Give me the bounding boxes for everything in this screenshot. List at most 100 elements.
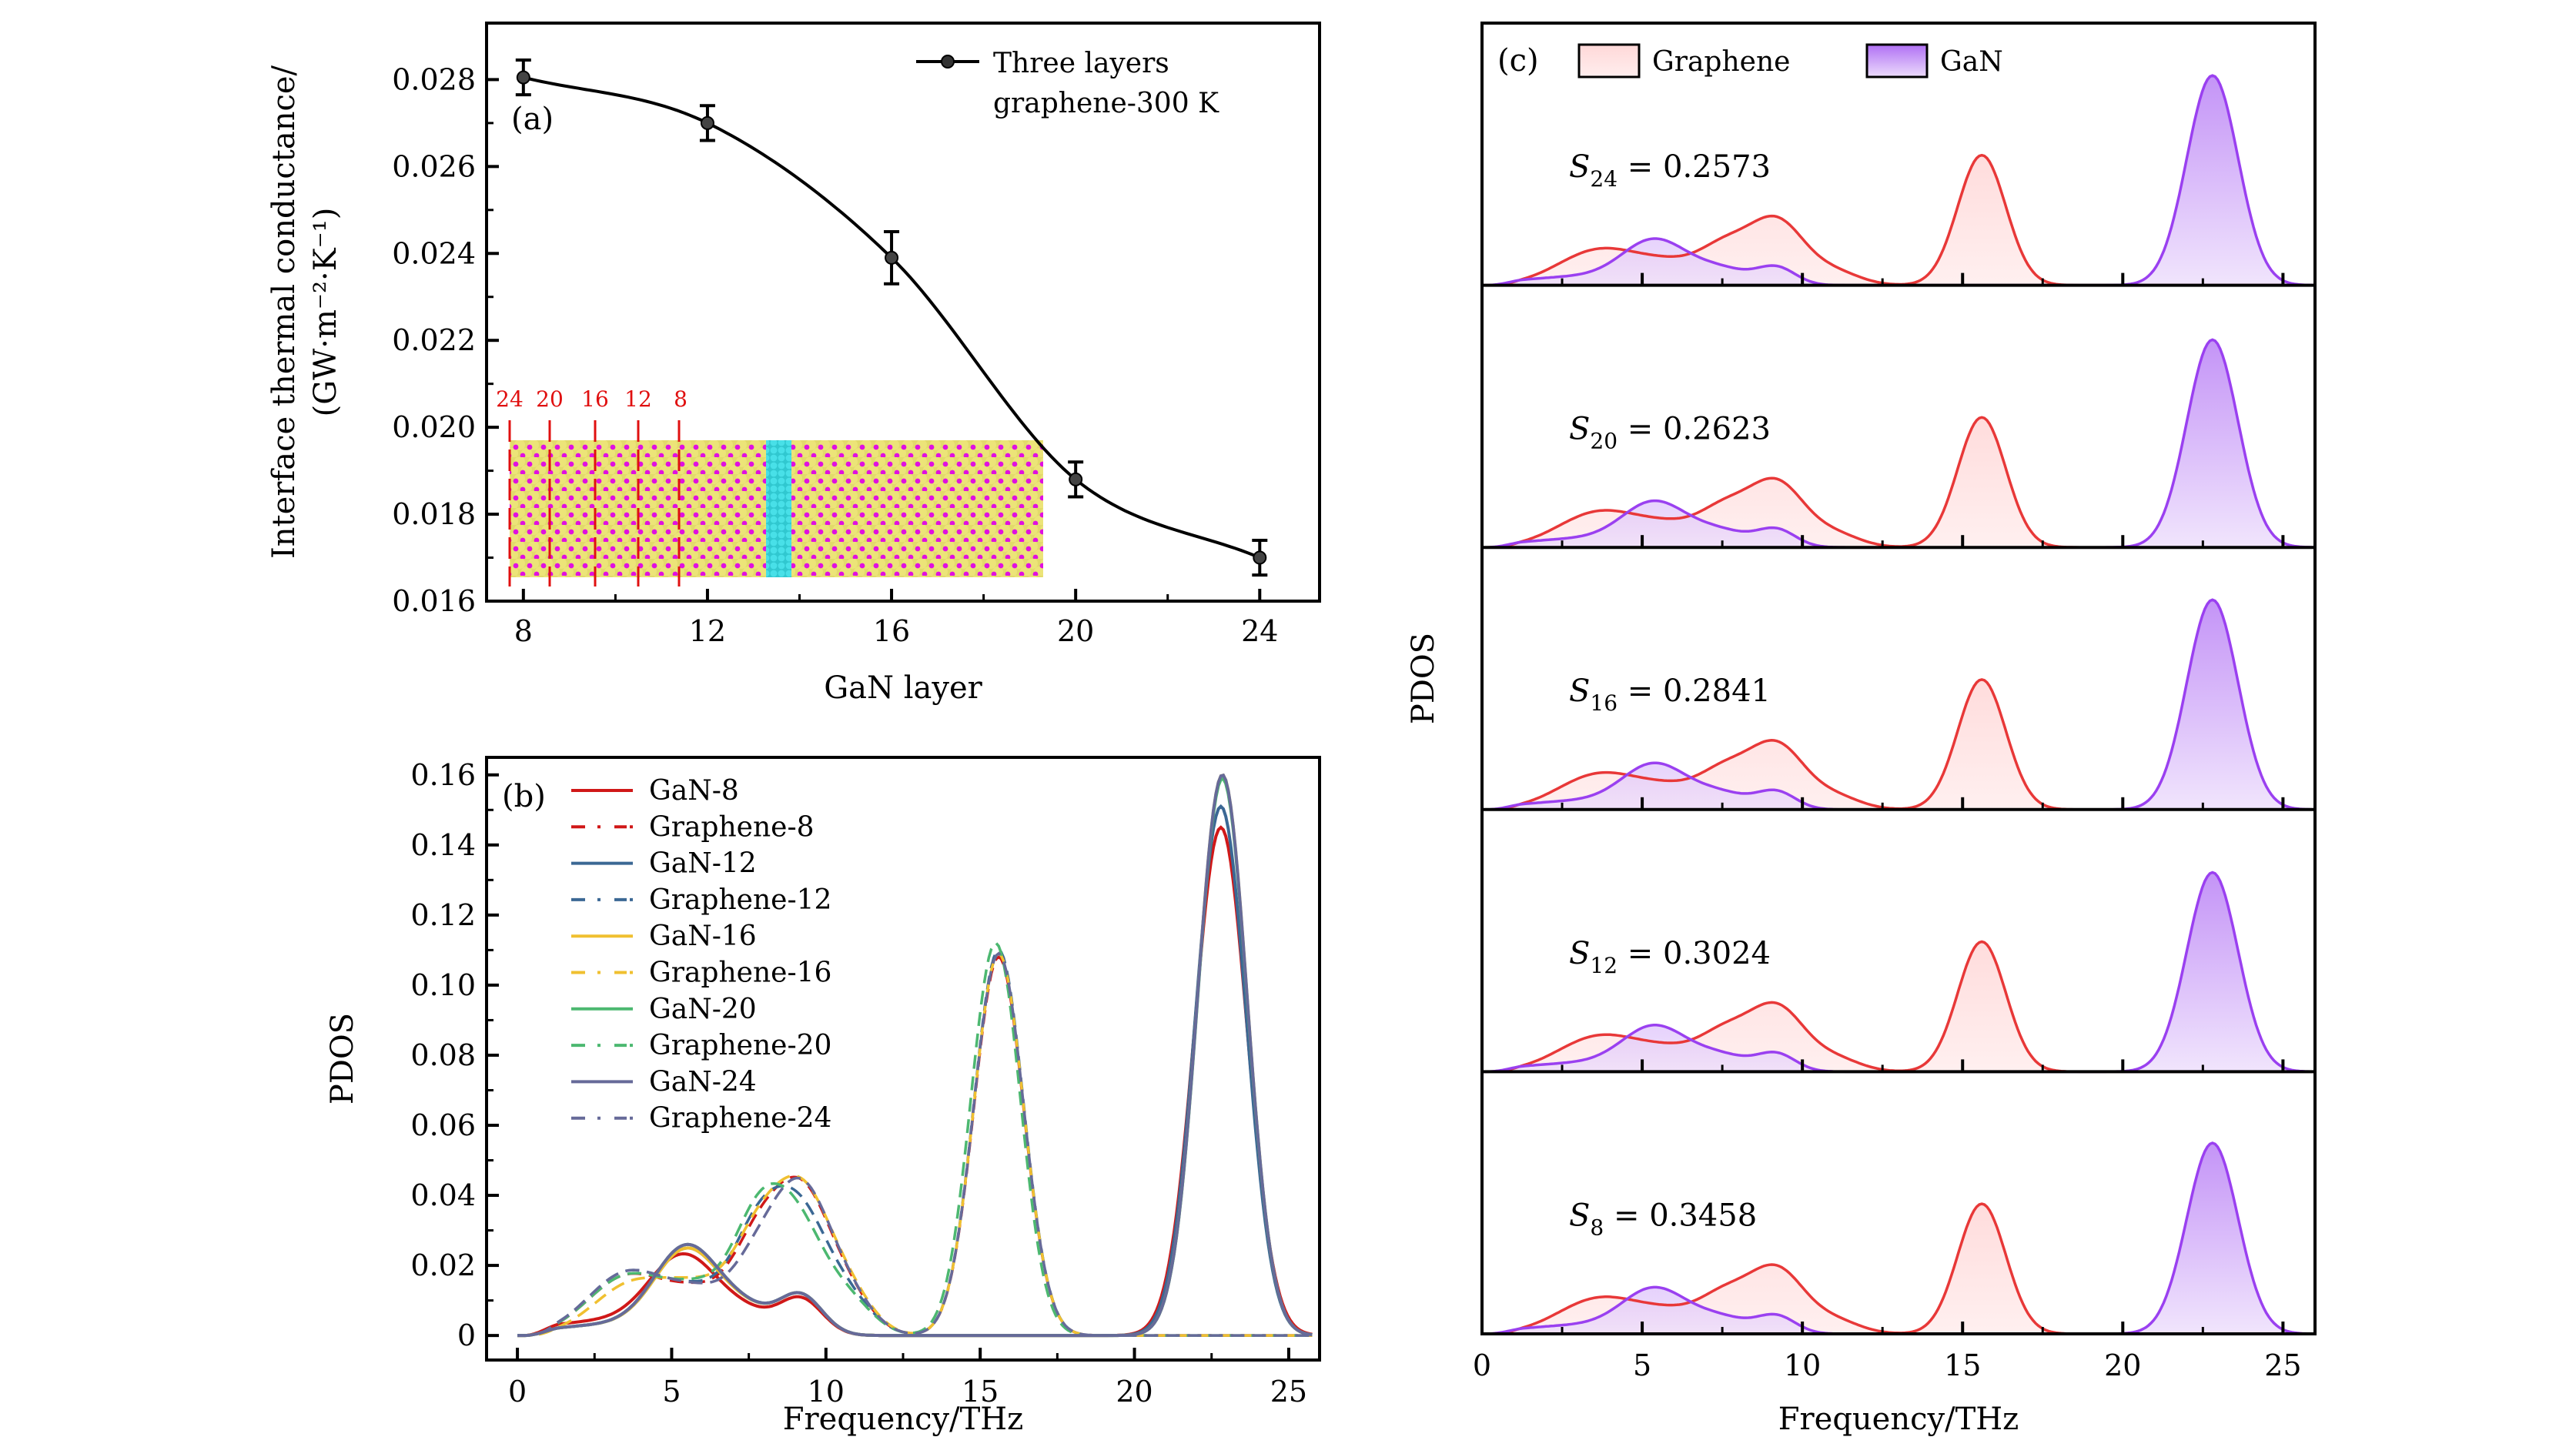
graphene-pdos-area: [1482, 941, 2315, 1072]
overlap-symbol: S: [1569, 1198, 1590, 1233]
y-tick-label: 0: [457, 1318, 476, 1352]
overlap-subscript: 20: [1590, 429, 1618, 454]
panel-b-legend: GaN-8 Graphene-8 GaN-12 Graphene-12 GaN-16 Gr…: [571, 775, 831, 1135]
panel-c-x-axis: 0 5 10 15 20 25: [1473, 1348, 2302, 1382]
overlap-subscript: 24: [1590, 166, 1618, 192]
x-tick-label: 0: [508, 1375, 527, 1409]
legend-swatch-gan: [1865, 43, 1929, 79]
atomic-structure-inset: 24 20 16 12 8: [496, 386, 1043, 586]
legend-label: GaN-12: [649, 848, 757, 880]
legend-label-gan: GaN: [1940, 46, 2003, 78]
y-tick-label: 0.02: [410, 1248, 476, 1282]
panel-b: 0 0.02 0.04 0.06 0.08 0.10 0.12 0.14 0.16 0 5 10 15 2…: [325, 756, 1321, 1437]
subplot-20: S20 = 0.2623: [1480, 338, 2315, 550]
x-tick-label: 20: [2104, 1348, 2141, 1382]
gan-pdos-area: [1482, 1143, 2315, 1334]
overlap-value: 0.3458: [1649, 1198, 1757, 1233]
panel-a-y-axis-title-line2: (GW·m⁻²·K⁻¹): [308, 208, 343, 417]
overlap-label: S20 = 0.2623: [1569, 412, 1771, 454]
gan-pdos-area: [1482, 339, 2315, 548]
overlap-label: S12 = 0.3024: [1569, 936, 1771, 978]
panel-b-x-axis-title: Frequency/THz: [783, 1402, 1023, 1437]
x-tick-label: 5: [1633, 1348, 1651, 1382]
x-tick-label: 24: [1241, 614, 1278, 648]
data-point: [516, 70, 530, 85]
gan-pdos-area: [1482, 75, 2315, 286]
gan-slab-right: [791, 440, 1043, 577]
y-tick-label: 0.14: [410, 828, 476, 862]
graphene-layers: [766, 440, 791, 577]
graphene-pdos-area: [1482, 155, 2315, 286]
legend-label: Graphene-8: [649, 811, 815, 843]
panel-c-x-axis-title: Frequency/THz: [1778, 1402, 2019, 1437]
x-tick-label: 20: [1116, 1375, 1153, 1409]
panel-c-label: (c): [1497, 43, 1539, 79]
overlap-label: S16 = 0.2841: [1569, 673, 1771, 716]
panel-b-series: [517, 773, 1313, 1338]
x-tick-label: 15: [1944, 1348, 1981, 1382]
x-tick-label: 10: [808, 1375, 845, 1409]
legend-label-line1: Three layers: [993, 48, 1169, 79]
layer-cut-label: 12: [624, 386, 652, 412]
panel-b-axes: 0 0.02 0.04 0.06 0.08 0.10 0.12 0.14 0.16 0 5 10 15 2…: [410, 758, 1307, 1409]
overlap-symbol: S: [1569, 936, 1590, 971]
overlap-equals: =: [1618, 149, 1663, 185]
panel-a-legend: Three layers graphene-300 K: [916, 48, 1219, 119]
overlap-equals: =: [1604, 1198, 1649, 1233]
panel-c-frame: [1480, 22, 2317, 1335]
x-tick-label: 10: [1784, 1348, 1821, 1382]
legend-label: GaN-20: [649, 994, 757, 1025]
layer-cut-label: 8: [674, 386, 687, 412]
y-tick-label: 0.08: [410, 1038, 476, 1072]
y-tick-label: 0.12: [410, 898, 476, 932]
overlap-symbol: S: [1569, 412, 1590, 447]
layer-cut-label: 16: [581, 386, 609, 412]
x-tick-label: 5: [662, 1375, 681, 1409]
y-tick-label: 0.16: [410, 758, 476, 792]
legend-label: GaN-16: [649, 921, 757, 952]
overlap-value: 0.3024: [1663, 936, 1771, 971]
series-line-graphene-16: [517, 951, 1313, 1337]
y-tick-label: 0.028: [392, 62, 476, 96]
panel-b-label: (b): [502, 779, 546, 814]
x-tick-label: 25: [2264, 1348, 2301, 1382]
overlap-equals: =: [1618, 673, 1663, 709]
subplot-12: S12 = 0.3024: [1480, 871, 2315, 1074]
x-tick-label: 20: [1057, 614, 1094, 648]
panel-a-label: (a): [511, 102, 554, 137]
graphene-pdos-area: [1482, 679, 2315, 810]
overlap-label: S24 = 0.2573: [1569, 149, 1771, 192]
legend-label: Graphene-24: [649, 1103, 831, 1135]
overlap-equals: =: [1618, 412, 1663, 447]
overlap-value: 0.2573: [1663, 149, 1771, 185]
panel-b-y-axis-title: PDOS: [325, 1013, 360, 1104]
panel-a-y-axis-title-line1: Interface thermal conductance/: [266, 65, 302, 559]
data-point: [1253, 550, 1267, 565]
subplot-8: S8 = 0.3458: [1480, 1141, 2315, 1335]
y-tick-label: 0.10: [410, 968, 476, 1002]
y-tick-label: 0.020: [392, 410, 476, 444]
legend-label: Graphene-12: [649, 884, 831, 916]
y-tick-label: 0.026: [392, 149, 476, 183]
panel-c-y-axis-title: PDOS: [1406, 633, 1441, 724]
x-tick-label: 8: [514, 614, 533, 648]
data-point: [885, 250, 899, 265]
panel-b-frame: [485, 756, 1321, 1362]
panel-a-frame: [485, 22, 1321, 603]
y-tick-label: 0.06: [410, 1108, 476, 1142]
overlap-subscript: 16: [1590, 690, 1618, 716]
overlap-subscript: 8: [1590, 1215, 1604, 1240]
gan-pdos-area: [1482, 600, 2315, 810]
y-tick-label: 0.024: [392, 236, 476, 270]
layer-cut-label: 24: [496, 386, 524, 412]
subplot-24: S24 = 0.2573: [1480, 74, 2315, 287]
panel-c-legend: Graphene GaN: [1577, 43, 2003, 79]
panel-a-axes: 0.016 0.018 0.020 0.022 0.024 0.026 0.028 8 12 16…: [392, 62, 1278, 648]
y-tick-label: 0.04: [410, 1178, 476, 1212]
x-tick-label: 0: [1473, 1348, 1491, 1382]
graphene-pdos-area: [1482, 417, 2315, 548]
overlap-value: 0.2623: [1663, 412, 1771, 447]
overlap-equals: =: [1618, 936, 1663, 971]
